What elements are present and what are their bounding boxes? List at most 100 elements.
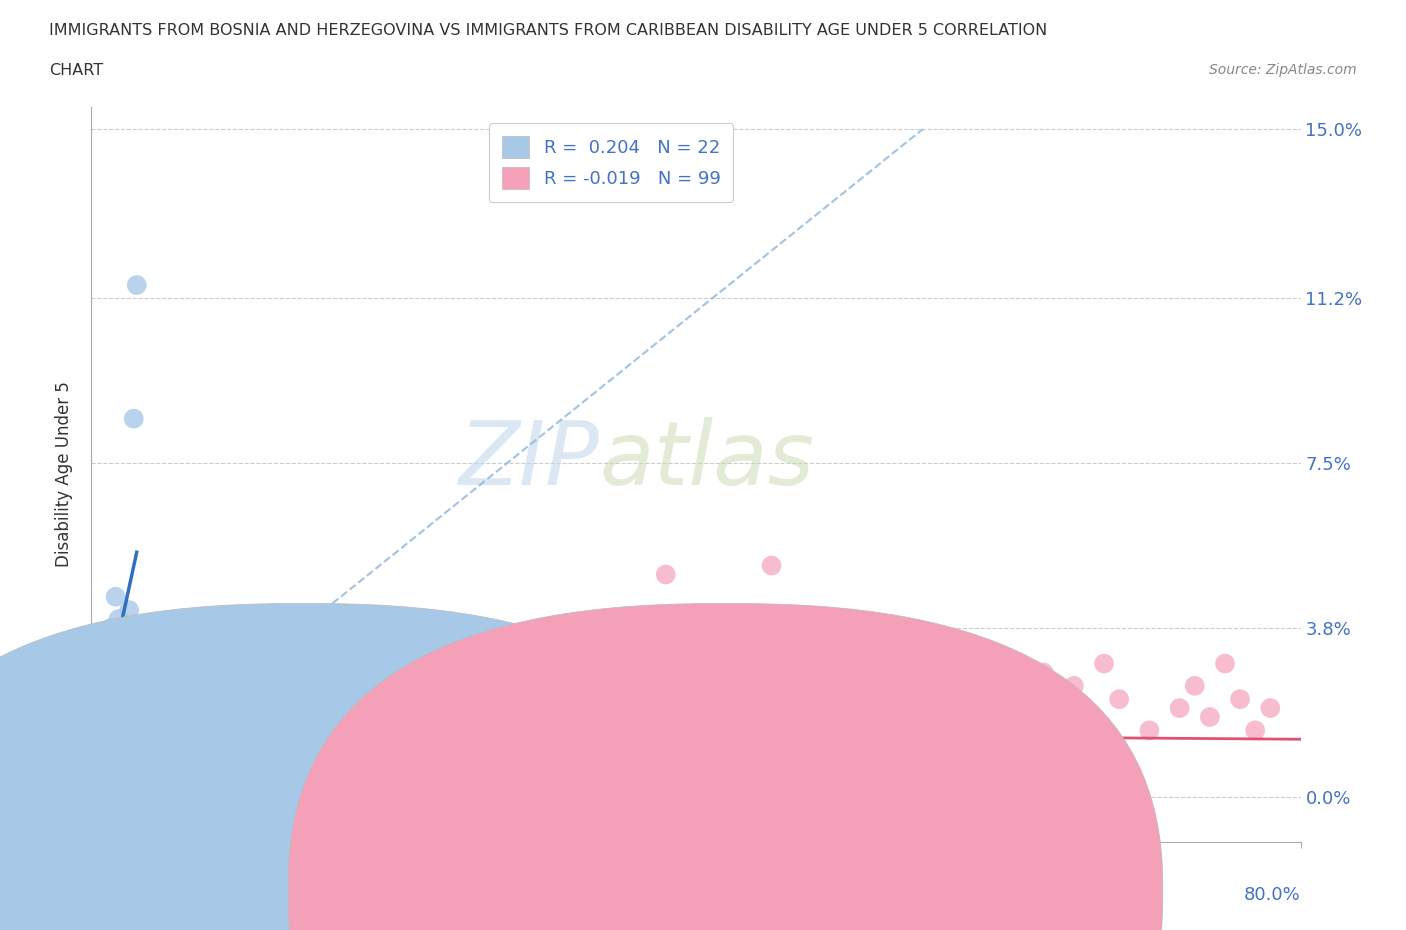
Point (873, 745, 896, 760)
Point (94, 692, 117, 707)
Point (87, 723, 110, 737)
Text: Source: ZipAtlas.com: Source: ZipAtlas.com (1209, 63, 1357, 77)
Point (1198, 710, 1220, 724)
Point (98, 710, 121, 724)
Point (156, 692, 179, 707)
Point (640, 700, 662, 715)
Point (93, 710, 115, 724)
Point (761, 558, 783, 573)
Point (148, 656, 170, 671)
Point (217, 710, 239, 724)
Point (277, 634, 299, 649)
Point (111, 634, 132, 649)
Point (776, 678, 799, 693)
Point (128, 745, 150, 760)
Point (1168, 700, 1191, 715)
Point (93, 737, 115, 751)
Text: IMMIGRANTS FROM BOSNIA AND HERZEGOVINA VS IMMIGRANTS FROM CARIBBEAN DISABILITY A: IMMIGRANTS FROM BOSNIA AND HERZEGOVINA V… (49, 23, 1047, 38)
Point (224, 737, 246, 751)
Point (231, 692, 253, 707)
Point (262, 723, 284, 737)
Point (100, 620, 122, 635)
Point (84, 723, 107, 737)
Text: 0.0%: 0.0% (91, 885, 136, 904)
Point (752, 723, 775, 737)
Point (322, 678, 344, 693)
Point (1032, 665, 1054, 680)
Point (125, 700, 148, 715)
Point (337, 710, 360, 724)
Point (97, 665, 120, 680)
Point (911, 700, 934, 715)
Point (118, 603, 141, 618)
Point (714, 723, 737, 737)
Point (609, 692, 631, 707)
Point (503, 700, 526, 715)
Point (882, 692, 904, 707)
Point (107, 612, 129, 627)
Point (1108, 692, 1130, 707)
Text: atlas: atlas (599, 417, 814, 502)
Point (96, 700, 118, 715)
Text: Immigrants from Caribbean: Immigrants from Caribbean (714, 880, 945, 898)
Point (84, 745, 107, 760)
Point (624, 723, 647, 737)
Point (307, 700, 329, 715)
Point (134, 620, 156, 635)
Point (344, 723, 367, 737)
Point (111, 723, 132, 737)
Point (821, 700, 844, 715)
Point (86, 710, 108, 724)
Point (427, 710, 450, 724)
Point (91, 678, 114, 693)
Text: ZIP: ZIP (458, 417, 599, 502)
Point (1229, 692, 1251, 707)
Point (987, 678, 1010, 693)
Point (458, 665, 481, 680)
Point (96, 634, 118, 649)
Point (835, 723, 858, 737)
Point (443, 723, 465, 737)
Point (83, 737, 105, 751)
Point (352, 656, 374, 671)
Point (1184, 678, 1206, 693)
Point (122, 678, 145, 693)
Point (472, 692, 495, 707)
Point (87, 723, 110, 737)
Point (956, 656, 979, 671)
Point (114, 620, 136, 635)
Point (927, 678, 949, 693)
Point (89, 700, 111, 715)
Point (163, 723, 186, 737)
Point (942, 710, 965, 724)
Point (548, 678, 571, 693)
Point (1078, 710, 1101, 724)
Point (866, 665, 889, 680)
Point (87, 781, 110, 796)
Point (103, 634, 125, 649)
Point (107, 700, 129, 715)
Point (655, 567, 678, 582)
Point (93, 767, 115, 782)
Point (103, 745, 125, 760)
Point (897, 723, 920, 737)
Point (534, 710, 557, 724)
Point (972, 692, 994, 707)
Point (179, 710, 201, 724)
Point (488, 723, 510, 737)
Point (398, 678, 420, 693)
Point (89, 767, 111, 782)
Text: CHART: CHART (49, 63, 103, 78)
Point (700, 692, 723, 707)
Point (122, 411, 145, 426)
Point (730, 665, 752, 680)
Point (174, 767, 197, 782)
Point (246, 700, 269, 715)
Point (579, 723, 602, 737)
Point (519, 647, 541, 662)
Point (481, 710, 503, 724)
Text: Immigrants from Bosnia and Herzegovina: Immigrants from Bosnia and Herzegovina (249, 880, 595, 898)
Point (1018, 723, 1040, 737)
Point (790, 710, 813, 724)
Point (564, 700, 586, 715)
